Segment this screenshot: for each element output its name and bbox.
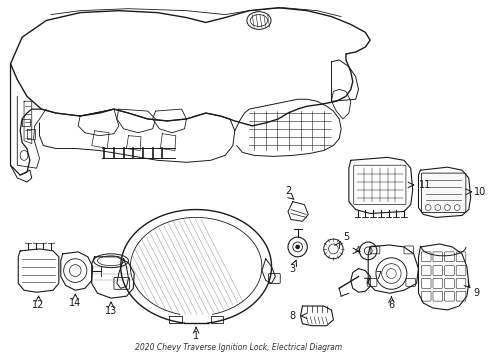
Text: 12: 12: [32, 300, 44, 310]
Text: 14: 14: [69, 298, 81, 308]
Ellipse shape: [94, 254, 128, 267]
Text: 3: 3: [289, 264, 295, 274]
Text: 10: 10: [472, 187, 485, 197]
Text: 1: 1: [193, 330, 199, 341]
Text: 13: 13: [105, 306, 117, 316]
Text: 7: 7: [374, 271, 381, 282]
Text: 5: 5: [343, 232, 348, 242]
Text: 2: 2: [285, 186, 290, 196]
Text: 4: 4: [354, 246, 360, 256]
Text: 2020 Chevy Traverse Ignition Lock, Electrical Diagram: 2020 Chevy Traverse Ignition Lock, Elect…: [135, 343, 342, 352]
Circle shape: [295, 245, 299, 249]
Text: 6: 6: [387, 300, 394, 310]
Text: 9: 9: [472, 288, 479, 298]
Text: 11: 11: [418, 180, 430, 190]
Text: 8: 8: [289, 311, 295, 321]
FancyBboxPatch shape: [421, 173, 465, 212]
